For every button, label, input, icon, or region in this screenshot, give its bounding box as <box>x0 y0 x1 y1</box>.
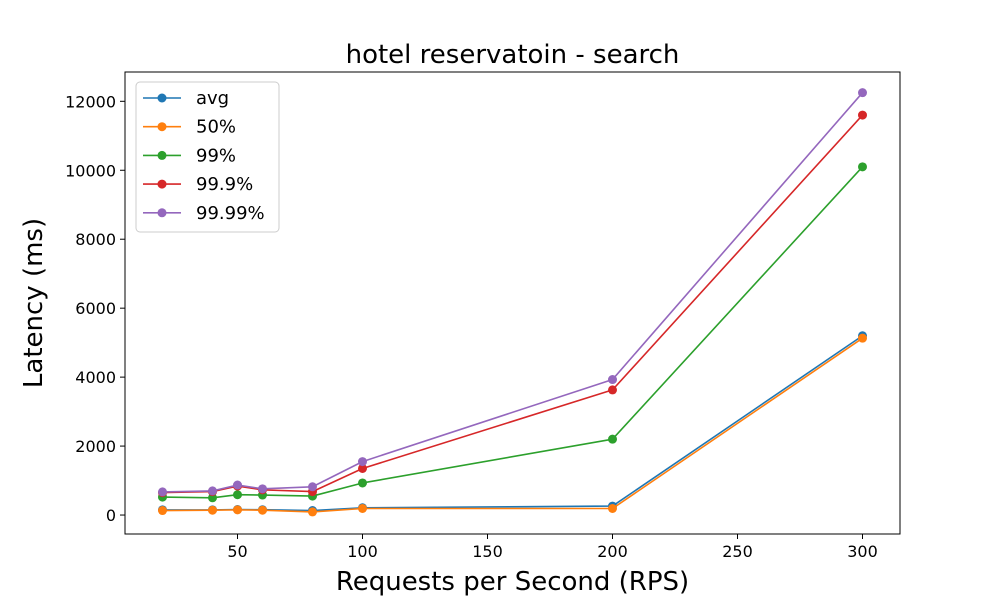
legend-label: 50% <box>196 117 236 138</box>
legend-marker <box>157 179 167 189</box>
legend-marker <box>157 122 167 132</box>
legend-label: 99.99% <box>196 203 265 224</box>
legend-marker <box>157 150 167 160</box>
series-layer <box>158 88 867 517</box>
legend-item: 99.9% <box>143 174 253 195</box>
data-point <box>858 333 867 343</box>
legend-item: 99.99% <box>143 203 265 224</box>
data-point <box>608 375 617 385</box>
data-point <box>308 507 317 517</box>
x-axis-label: Requests per Second (RPS) <box>336 567 689 597</box>
x-tick-label: 100 <box>347 542 378 561</box>
y-tick-label: 2000 <box>75 437 116 456</box>
x-tick-label: 200 <box>597 542 628 561</box>
data-point <box>158 506 167 516</box>
axes-frame <box>124 71 901 535</box>
x-tick-label: 50 <box>227 542 247 561</box>
data-point <box>358 503 367 513</box>
y-tick-label: 6000 <box>75 299 116 318</box>
data-point <box>358 478 367 488</box>
data-point <box>858 88 867 98</box>
x-tick-label: 150 <box>472 542 503 561</box>
legend-label: 99.9% <box>196 174 253 195</box>
y-tick-label: 0 <box>106 506 116 525</box>
data-point <box>258 484 267 494</box>
x-tick-label: 300 <box>847 542 878 561</box>
ticks-layer: 50 100 150 200 250 300 0 2000 4000 6000 8000 10000 1… <box>65 92 878 561</box>
data-point <box>358 463 367 473</box>
legend-item: avg <box>143 88 229 109</box>
y-tick-label: 12000 <box>65 92 116 111</box>
data-point <box>233 505 242 515</box>
data-point <box>608 385 617 395</box>
legend-item: 99% <box>143 145 236 166</box>
y-axis-label: Latency (ms) <box>19 218 49 388</box>
data-point <box>208 505 217 515</box>
y-tick-label: 4000 <box>75 368 116 387</box>
x-tick-label: 250 <box>722 542 753 561</box>
data-point <box>308 482 317 492</box>
data-point <box>358 457 367 467</box>
series-50 <box>158 333 867 517</box>
data-point <box>208 486 217 496</box>
data-point <box>233 490 242 500</box>
legend-item: 50% <box>143 117 236 138</box>
data-point <box>858 110 867 120</box>
data-point <box>258 505 267 515</box>
chart-title: hotel reservatoin - search <box>346 40 680 70</box>
legend-label: avg <box>196 88 229 109</box>
y-tick-label: 10000 <box>65 161 116 180</box>
data-point <box>858 162 867 172</box>
series-99-99 <box>158 88 867 497</box>
data-point <box>608 434 617 444</box>
legend-marker <box>157 93 167 103</box>
y-tick-label: 8000 <box>75 230 116 249</box>
data-point <box>233 480 242 490</box>
legend-label: 99% <box>196 145 236 166</box>
data-point <box>208 493 217 503</box>
data-point <box>608 503 617 513</box>
legend: avg 50% 99% 99.9% 99.99% <box>135 81 280 233</box>
legend-box <box>135 81 280 233</box>
data-point <box>158 487 167 497</box>
legend-marker <box>157 208 167 218</box>
